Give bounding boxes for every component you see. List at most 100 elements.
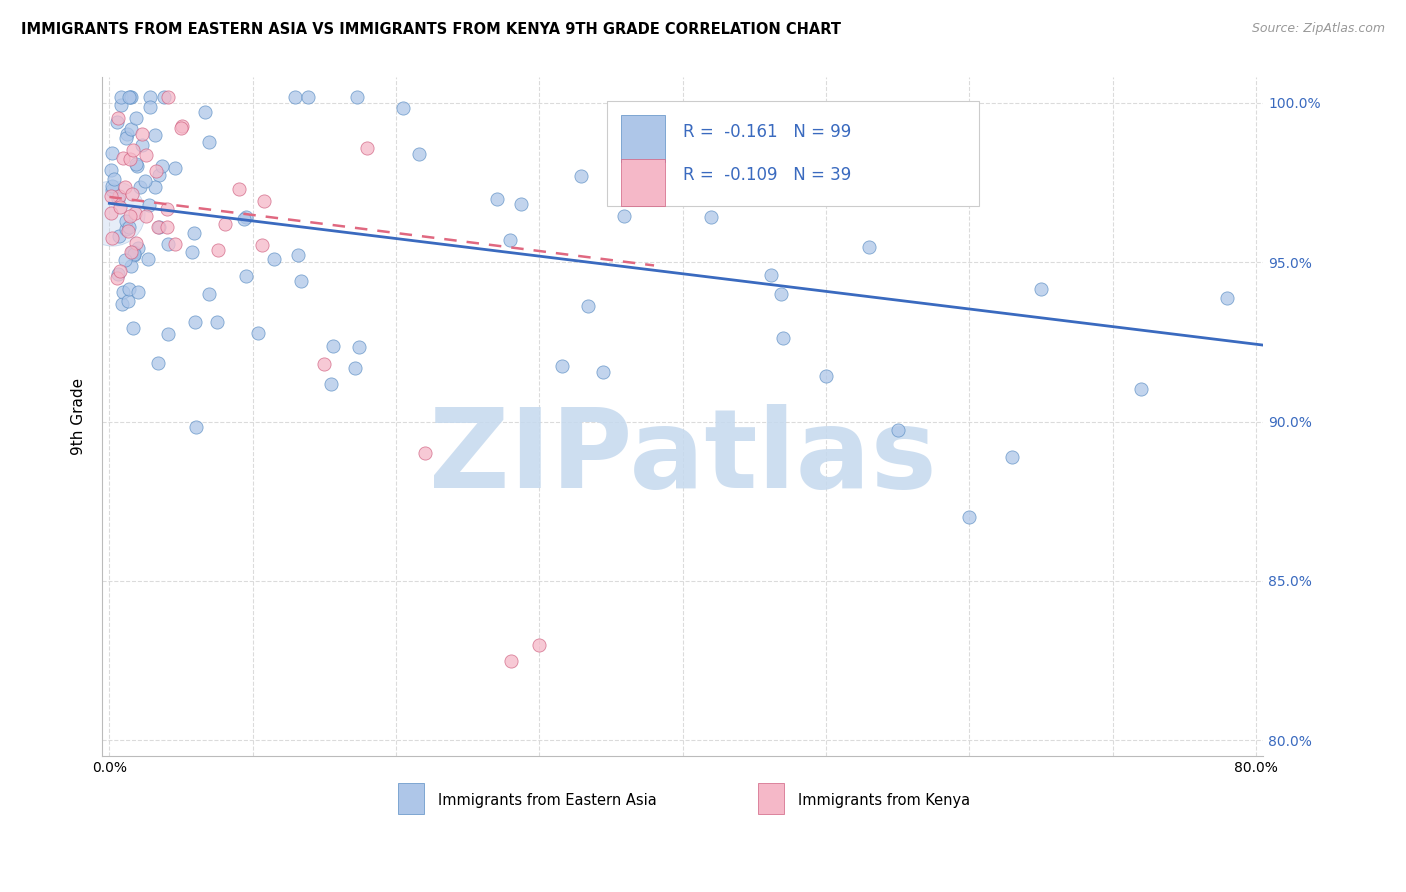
Point <box>131 127 153 141</box>
Point <box>118 152 141 166</box>
Point <box>143 180 166 194</box>
Point <box>700 210 723 224</box>
Text: Source: ZipAtlas.com: Source: ZipAtlas.com <box>1251 22 1385 36</box>
Point <box>290 274 312 288</box>
Point <box>117 224 139 238</box>
Point <box>107 192 129 206</box>
Point <box>529 638 551 652</box>
Point <box>1216 292 1239 306</box>
Bar <box>621 115 665 162</box>
Point <box>125 111 148 125</box>
Point <box>105 114 128 128</box>
Point <box>157 237 180 252</box>
Point <box>122 143 145 157</box>
Point <box>110 89 132 103</box>
Point <box>156 219 179 234</box>
Point <box>114 180 136 194</box>
Point <box>499 654 522 668</box>
Point <box>101 146 124 161</box>
Point <box>108 188 131 202</box>
Point <box>117 293 139 308</box>
Point <box>957 510 980 524</box>
Point <box>578 299 600 313</box>
Text: Immigrants from Kenya: Immigrants from Kenya <box>797 793 970 808</box>
Point <box>349 340 371 354</box>
Point <box>115 222 138 236</box>
Point <box>115 128 138 142</box>
Point <box>815 368 838 383</box>
Point <box>100 205 122 219</box>
Point <box>569 169 592 184</box>
Point <box>107 267 129 281</box>
Point <box>120 121 142 136</box>
Point <box>356 141 378 155</box>
Point <box>250 238 273 252</box>
Point <box>183 226 205 240</box>
Point <box>139 89 162 103</box>
Point <box>184 315 207 329</box>
Point <box>181 245 204 260</box>
Point <box>228 182 250 196</box>
Point <box>110 296 132 310</box>
Point <box>759 268 782 283</box>
Point <box>205 315 228 329</box>
Point <box>156 327 179 342</box>
Point <box>198 286 221 301</box>
Point <box>287 248 309 262</box>
Point <box>101 230 124 244</box>
Point <box>136 252 159 266</box>
Point <box>413 446 436 460</box>
Point <box>118 219 141 234</box>
Point <box>156 202 179 217</box>
Point <box>115 214 138 228</box>
Y-axis label: 9th Grade: 9th Grade <box>72 378 86 456</box>
Point <box>121 321 143 335</box>
Point <box>148 220 170 235</box>
Bar <box>758 783 783 814</box>
Point <box>510 197 533 211</box>
Point <box>118 89 141 103</box>
Point <box>1029 282 1052 296</box>
Point <box>134 174 156 188</box>
Point <box>145 128 167 142</box>
Point <box>146 356 169 370</box>
Point <box>125 235 148 250</box>
Point <box>127 159 149 173</box>
Point <box>165 237 187 252</box>
FancyBboxPatch shape <box>607 101 979 206</box>
Point <box>284 89 307 103</box>
Text: R =  -0.109   N = 39: R = -0.109 N = 39 <box>683 166 851 184</box>
Bar <box>398 783 423 814</box>
Point <box>122 244 145 259</box>
Point <box>207 244 229 258</box>
Point <box>124 248 146 262</box>
Point <box>235 269 257 284</box>
Point <box>134 147 156 161</box>
Point <box>823 169 845 184</box>
Point <box>105 270 128 285</box>
Point <box>103 172 125 186</box>
Point <box>112 151 135 165</box>
Point <box>322 339 344 353</box>
Text: ZIPatlas: ZIPatlas <box>429 404 936 511</box>
Point <box>114 130 136 145</box>
Point <box>100 162 122 177</box>
Point <box>100 206 122 220</box>
Point <box>145 164 167 178</box>
Point <box>194 105 217 120</box>
Point <box>499 234 522 248</box>
Text: Immigrants from Eastern Asia: Immigrants from Eastern Asia <box>437 793 657 808</box>
Point <box>139 100 162 114</box>
Bar <box>621 159 665 206</box>
Point <box>170 120 193 135</box>
Point <box>343 361 366 376</box>
Point <box>319 377 342 392</box>
Point <box>263 252 285 266</box>
Point <box>156 89 179 103</box>
Point <box>101 178 124 193</box>
Point <box>120 245 142 260</box>
Point <box>146 219 169 234</box>
Point <box>127 285 149 300</box>
Point <box>131 138 153 153</box>
Point <box>107 112 129 126</box>
